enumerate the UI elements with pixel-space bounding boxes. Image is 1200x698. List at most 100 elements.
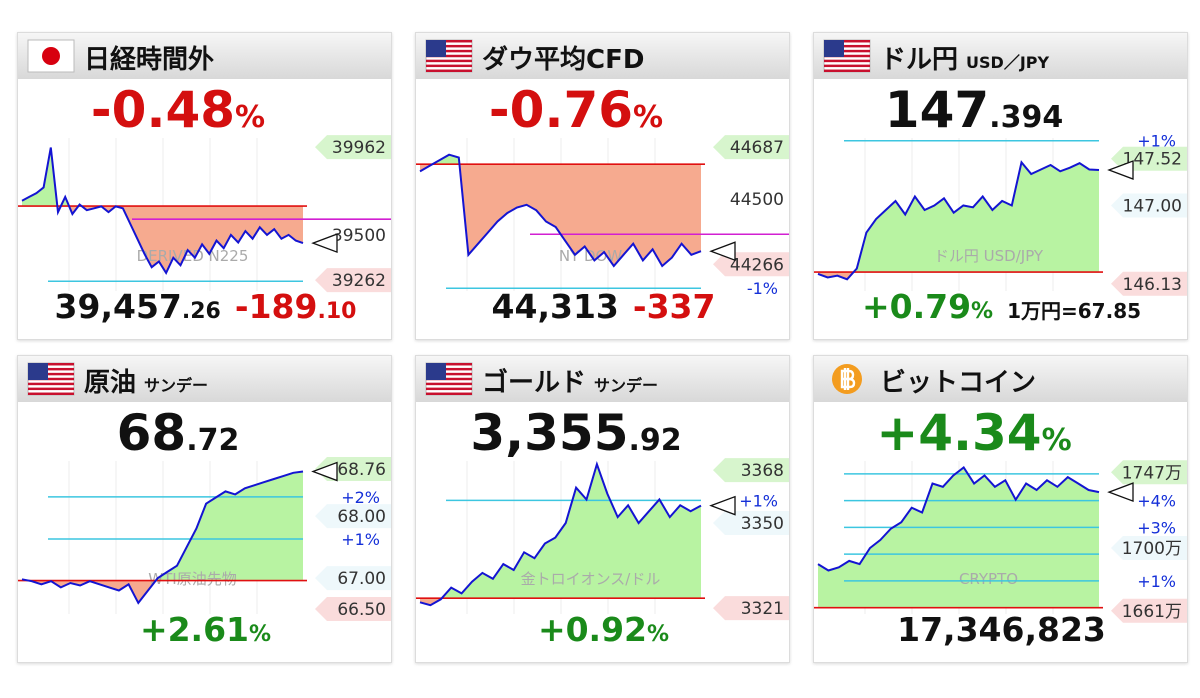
footer: 39,457.26 -189.10 [18,287,391,326]
pct-label: +1% [739,491,778,510]
panel-title: 日経時間外 [84,39,214,76]
flag-stripe [824,44,870,48]
y-tick-label: 1700万 [1122,539,1182,559]
y-tick-label: 3321 [741,599,784,619]
title-bar: 原油 サンデー [18,356,391,402]
market-panel: CRYPTO 1747万 1700万 1661万 +4% +3% +1% ビットコイン +4.3… [813,355,1188,663]
market-panel: NY DOW 44687 44500 44266 -1% ダウ平均CFD -0.76% 44,… [415,32,790,340]
flag-canton [28,363,48,380]
headline-part: .72 [186,423,240,458]
headline-part: .92 [628,423,682,458]
headline-part: 68 [116,404,187,462]
footer-part: +0.92 [537,610,648,649]
y-tick-label: 44687 [730,138,784,158]
flag-stripe [824,64,870,68]
flag-icon [425,39,473,73]
flag-stripe [824,40,870,43]
pct-label: +2% [341,488,380,507]
headline: +4.34% [814,404,1134,462]
price-tag [315,504,391,529]
flag-stripe [28,387,74,391]
market-panel: DERIVED N225 39962 39500 39262 日経時間外 -0.48% 39… [17,32,392,340]
panel-title: ドル円 USD／JPY [880,39,1049,76]
footer: +0.92% [416,610,789,649]
footer-part: +0.79 [861,287,972,326]
flag-stripe [28,377,74,381]
flag-stripe [28,372,74,376]
flag-stripe [426,64,472,68]
footer-part: 17,346,823 [897,610,1106,649]
headline: 147.394 [814,81,1134,139]
mini-chart: CRYPTO 1747万 1700万 1661万 +4% +3% +1% [814,460,1187,623]
current-arrow [311,233,338,254]
footer-part: .26 [181,299,221,324]
watermark: 金トロイオンス/ドル [521,570,661,588]
footer-part: +2.61 [139,610,250,649]
footer-part: -189 [234,287,318,326]
footer-part: % [971,299,994,324]
title-text: ビットコイン [880,368,1037,398]
watermark: WTI原油先物 [148,570,236,588]
headline-part: 3,355 [470,404,629,462]
flag-stripe [426,69,472,72]
footer: 44,313 -337 [416,287,789,326]
area-down [420,164,701,266]
title-bar: ドル円 USD／JPY [814,33,1187,79]
price-tag [713,187,789,212]
price-line [817,160,1100,281]
title-text: ダウ平均CFD [482,45,645,75]
current-arrow [709,241,736,262]
headline-part: % [1041,423,1072,458]
flag-canton [426,40,446,57]
price-tag [713,458,789,483]
watermark: ドル円 USD/JPY [934,247,1044,265]
area-up [818,467,1099,608]
y-tick-label: 44266 [730,255,784,275]
pct-label: +4% [1137,492,1176,511]
y-tick-label: 68.76 [337,460,386,480]
price-tag [713,135,789,160]
price-tag [1111,460,1187,485]
headline-part: % [235,100,266,135]
title-text: ドル円 [880,45,959,75]
footer: 17,346,823 [814,610,1187,649]
flag-stripe [426,367,472,371]
flag-stripe [426,382,472,386]
flag-canton [426,363,446,380]
footer-part: 39,457 [54,287,182,326]
title-text: ゴールド [482,368,587,398]
footer: +2.61% [18,610,391,649]
price-tag [1111,193,1187,218]
title-bar: ダウ平均CFD [416,33,789,79]
price-line [817,465,1100,572]
pct-label: -1% [747,279,778,298]
title-text: 原油 [84,368,137,398]
mini-chart: 金トロイオンス/ドル 3368 3350 3321 +1% [416,458,789,621]
y-tick-label: 39962 [332,138,386,158]
subtitle: USD／JPY [966,53,1050,72]
flag-stripe [426,59,472,63]
y-tick-label: 147.52 [1123,150,1182,170]
pct-label: +1% [1137,572,1176,591]
watermark: CRYPTO [959,570,1018,588]
flag-icon [425,362,473,396]
y-tick-label: 147.00 [1123,197,1182,217]
flag-stripe [426,387,472,391]
flag-stripe [426,54,472,58]
flag-icon [823,39,871,73]
price-tag [1111,535,1187,560]
y-tick-label: 1747万 [1122,463,1182,483]
footer-part: % [249,622,272,647]
price-line [21,147,304,275]
price-tag [315,135,391,160]
title-bar: ゴールド サンデー [416,356,789,402]
pct-label: +1% [1137,132,1176,151]
flag-icon [27,362,75,396]
flag-stripe [28,363,74,366]
headline-part: % [633,100,664,135]
headline-part: 147 [884,81,990,139]
flag-stripe [426,377,472,381]
current-arrow [1107,482,1134,503]
price-line [21,470,304,605]
